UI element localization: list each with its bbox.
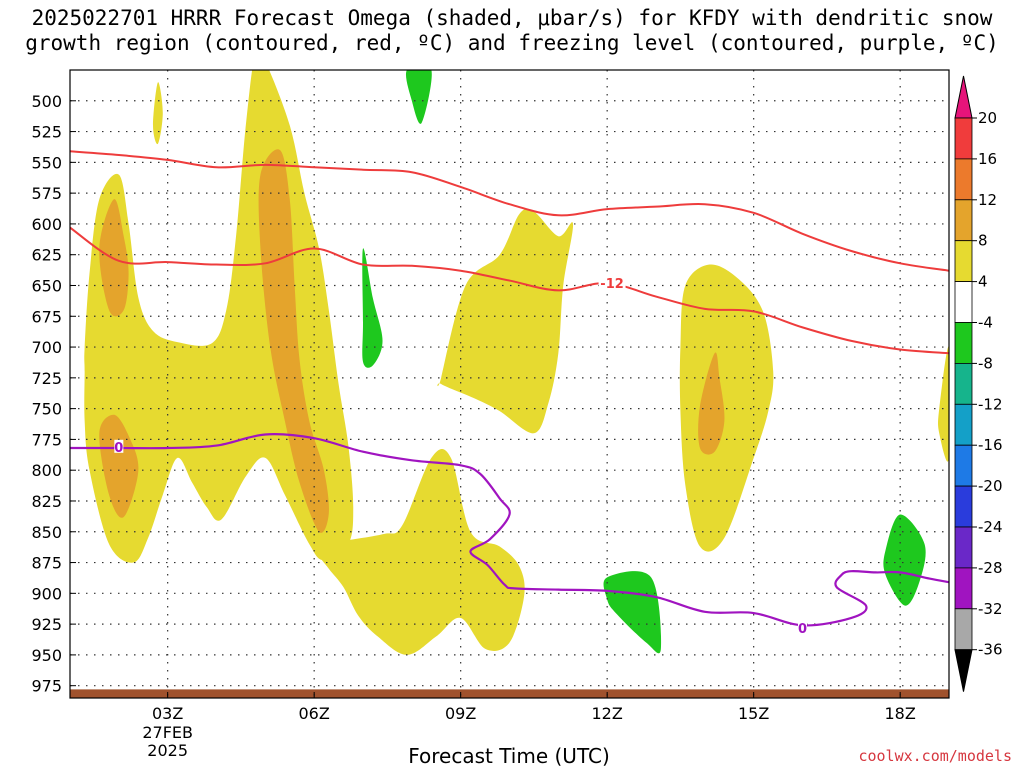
colorbar-bin-12	[954, 608, 973, 651]
colorbar-label-8: -16	[978, 436, 1003, 454]
chart-title-line2: growth region (contoured, red, ºC) and f…	[25, 31, 999, 55]
colorbar-label-13: -36	[978, 641, 1003, 659]
colorbar-bin-1	[954, 158, 973, 201]
y-tick-label-900: 900	[31, 584, 62, 603]
terrain-strip	[70, 689, 949, 698]
y-tick-label-925: 925	[31, 615, 62, 634]
colorbar-bin-9	[954, 485, 973, 528]
omega-region-12	[603, 571, 662, 654]
y-tick-label-600: 600	[31, 215, 62, 234]
colorbar-bin-4	[954, 281, 973, 323]
y-tick-label-950: 950	[31, 646, 62, 665]
y-tick-label-875: 875	[31, 554, 62, 573]
omega-region-7	[679, 264, 774, 552]
y-tick-label-500: 500	[31, 92, 62, 111]
contour-label-bg-0	[598, 276, 626, 290]
y-tick-label-800: 800	[31, 461, 62, 480]
dgz-upper-contour	[70, 150, 949, 272]
contour-label-bg-2	[798, 620, 807, 634]
contour-label-0: -12	[600, 277, 624, 292]
colorbar-label-7: -12	[978, 395, 1003, 413]
credit-link[interactable]: coolwx.com/models	[858, 747, 1012, 765]
colorbar-label-0: 20	[978, 109, 997, 127]
y-tick-label-575: 575	[31, 184, 62, 203]
colorbar-bin-7	[954, 403, 973, 446]
y-tick-label-625: 625	[31, 246, 62, 265]
omega-region-11	[362, 248, 383, 368]
colorbar-max-triangle	[954, 75, 973, 119]
contour-label-1: 0	[114, 441, 123, 456]
omega-region-13	[883, 514, 926, 606]
colorbar-label-10: -24	[978, 518, 1003, 536]
colorbar-label-4: 4	[978, 273, 988, 291]
omega-region-5	[437, 208, 574, 434]
colorbar-label-11: -28	[978, 559, 1003, 577]
x-tick-label-06Z: 06Z	[299, 704, 330, 723]
chart-title: 2025022701 HRRR Forecast Omega (shaded, …	[0, 6, 1024, 56]
colorbar-bin-3	[954, 240, 973, 282]
y-tick-label-700: 700	[31, 338, 62, 357]
chart-title-line1: 2025022701 HRRR Forecast Omega (shaded, …	[31, 6, 993, 30]
colorbar-bin-11	[954, 567, 973, 610]
colorbar-label-5: -4	[978, 314, 993, 332]
colorbar-min-triangle	[954, 649, 973, 692]
y-tick-label-525: 525	[31, 123, 62, 142]
y-tick-label-725: 725	[31, 369, 62, 388]
omega-region-2	[99, 414, 139, 518]
colorbar-bin-8	[954, 444, 973, 487]
y-tick-label-850: 850	[31, 523, 62, 542]
colorbar-label-9: -20	[978, 477, 1003, 495]
omega-region-8	[698, 352, 725, 455]
y-tick-label-975: 975	[31, 677, 62, 696]
y-tick-label-775: 775	[31, 430, 62, 449]
x-tick-label-03Z: 03Z	[152, 704, 183, 723]
x-tick-label-09Z: 09Z	[445, 704, 476, 723]
plot-frame	[69, 69, 950, 699]
x-tick-year-03Z: 2025	[147, 741, 188, 760]
contour-label-2: 0	[798, 622, 807, 637]
omega-region-9	[938, 346, 949, 462]
y-tick-label-750: 750	[31, 400, 62, 419]
y-tick-label-650: 650	[31, 276, 62, 295]
x-tick-label-12Z: 12Z	[592, 704, 623, 723]
freezing-level-contour	[70, 433, 949, 627]
colorbar-label-3: 8	[978, 232, 988, 250]
colorbar-label-1: 16	[978, 150, 997, 168]
x-tick-label-18Z: 18Z	[885, 704, 916, 723]
omega-region-10	[405, 70, 432, 124]
y-tick-label-550: 550	[31, 153, 62, 172]
y-tick-label-825: 825	[31, 492, 62, 511]
dgz-lower-contour	[70, 226, 949, 355]
y-tick-label-675: 675	[31, 307, 62, 326]
colorbar-bin-10	[954, 526, 973, 569]
colorbar-label-12: -32	[978, 600, 1003, 618]
colorbar-label-2: 12	[978, 191, 997, 209]
omega-region-4	[153, 82, 163, 145]
colorbar-bin-2	[954, 199, 973, 242]
x-tick-date-03Z: 27FEB	[142, 723, 193, 742]
omega-region-6	[319, 449, 525, 655]
x-axis-title: Forecast Time (UTC)	[408, 744, 610, 768]
contour-label-bg-1	[114, 439, 124, 453]
colorbar-bin-6	[954, 362, 973, 405]
colorbar-bin-0	[954, 117, 973, 160]
colorbar-label-6: -8	[978, 354, 993, 372]
colorbar-bin-5	[954, 322, 973, 364]
x-tick-label-15Z: 15Z	[738, 704, 769, 723]
